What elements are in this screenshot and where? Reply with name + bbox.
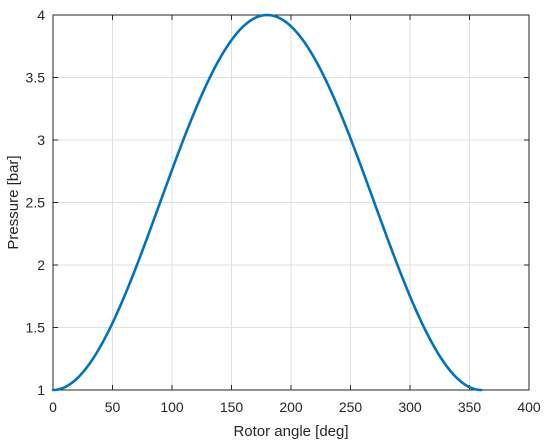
y-tick-label: 4 (37, 7, 45, 23)
tick-layer: 0 50 100 150 200 250 300 350 400 1 1.5 2 2.5 3 3.5 4 (26, 7, 541, 415)
x-tick-label: 100 (160, 399, 184, 415)
x-axis-label: Rotor angle [deg] (233, 423, 348, 440)
y-tick-label: 3.5 (26, 70, 46, 86)
y-tick-label: 1 (37, 382, 45, 398)
pressure-series-line (51, 13, 483, 392)
x-tick-label: 50 (105, 399, 121, 415)
y-axis-label: Pressure [bar] (5, 155, 22, 249)
x-tick-label: 0 (49, 399, 57, 415)
x-tick-label: 350 (458, 399, 482, 415)
x-tick-label: 200 (279, 399, 303, 415)
y-tick-label: 3 (37, 132, 45, 148)
x-tick-label: 250 (339, 399, 363, 415)
y-tick-label: 2.5 (26, 195, 46, 211)
y-tick-label: 1.5 (26, 320, 46, 336)
x-tick-label: 400 (517, 399, 541, 415)
grid-layer (52, 14, 530, 391)
y-tick-label: 2 (37, 257, 45, 273)
x-tick-label: 150 (220, 399, 244, 415)
x-tick-label: 300 (398, 399, 422, 415)
series-layer (51, 13, 483, 392)
